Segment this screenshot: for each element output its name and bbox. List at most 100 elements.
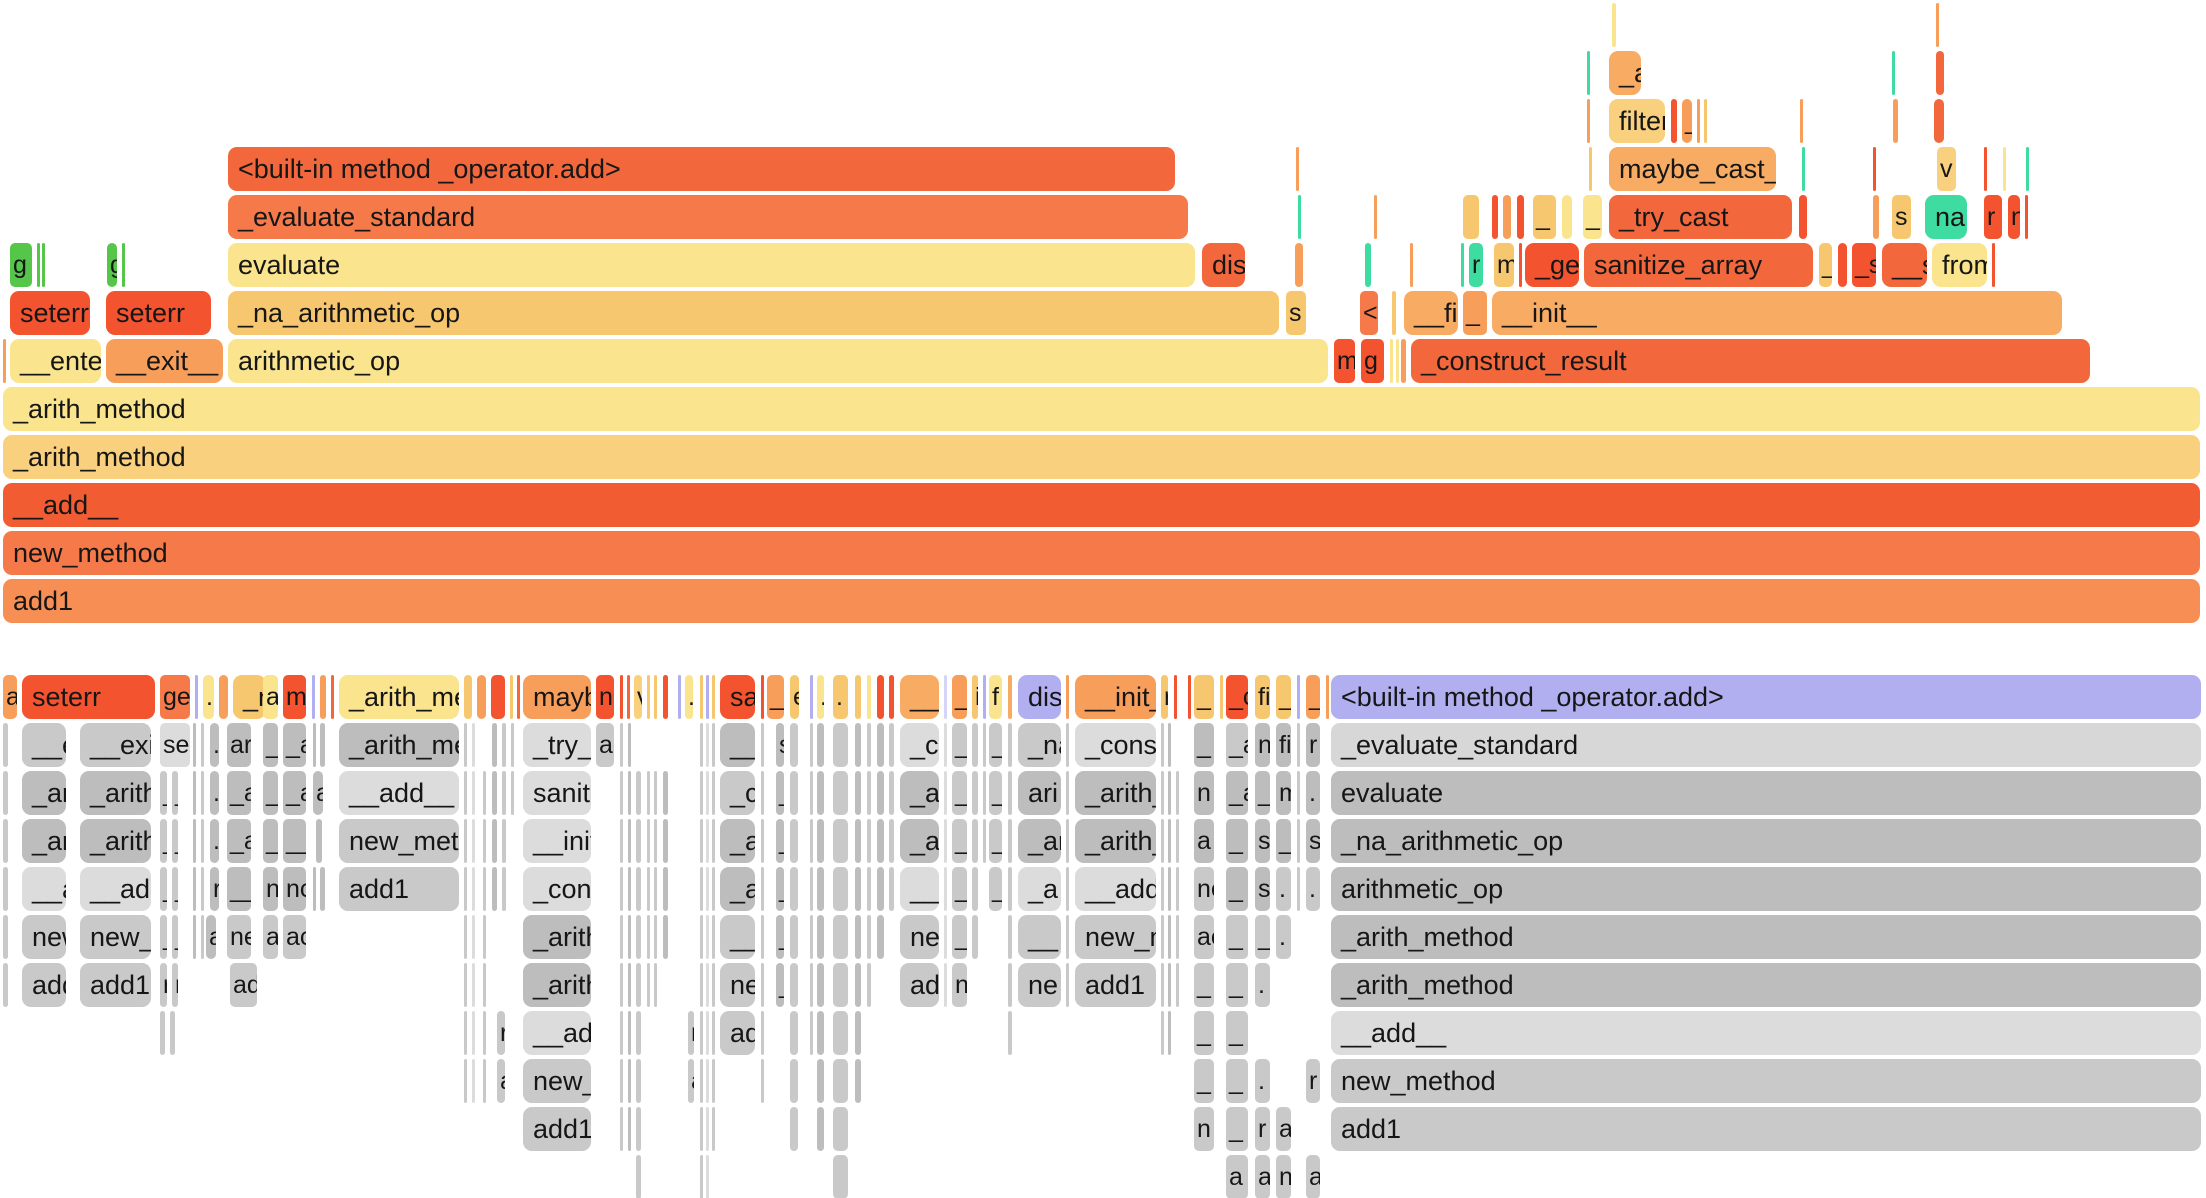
flame-tick[interactable] bbox=[855, 771, 861, 815]
flame-bar-_a[interactable]: _a bbox=[1226, 723, 1248, 767]
flame-tick[interactable] bbox=[1066, 963, 1069, 1007]
flame-tick[interactable] bbox=[1519, 243, 1522, 287]
flame-tick[interactable] bbox=[712, 1107, 715, 1151]
flame-tick[interactable] bbox=[1176, 819, 1179, 863]
flame-bar-_[interactable]: _ bbox=[263, 723, 278, 767]
flame-tick[interactable] bbox=[1390, 339, 1393, 383]
flame-bar-_construct_result[interactable]: _construct_result bbox=[1411, 339, 2090, 383]
flame-bar-__fi[interactable]: __fi bbox=[1404, 291, 1458, 335]
flame-tick[interactable] bbox=[790, 963, 798, 1007]
flame-tick[interactable] bbox=[3, 771, 8, 815]
flame-tick[interactable] bbox=[502, 867, 506, 911]
flame-tick[interactable] bbox=[810, 963, 813, 1007]
flame-tick[interactable] bbox=[1873, 195, 1879, 239]
flame-tick[interactable] bbox=[502, 819, 506, 863]
flame-tick[interactable] bbox=[817, 1059, 824, 1103]
flame-bar-a[interactable]: a bbox=[263, 675, 278, 719]
flame-tick[interactable] bbox=[1161, 1011, 1164, 1055]
flame-tick[interactable] bbox=[877, 867, 884, 911]
flame-bar-__a[interactable]: __a bbox=[900, 867, 939, 911]
flame-bar-nc[interactable]: nc bbox=[283, 867, 306, 911]
flame-bar-r[interactable]: r bbox=[1469, 243, 1483, 287]
flame-bar-fi[interactable]: fi bbox=[1255, 675, 1270, 719]
flame-tick[interactable] bbox=[654, 963, 657, 1007]
flame-tick[interactable] bbox=[472, 1011, 475, 1055]
flame-bar-se[interactable]: se bbox=[160, 723, 190, 767]
flame-bar-m[interactable]: m bbox=[1494, 243, 1514, 287]
flame-tick[interactable] bbox=[712, 963, 715, 1007]
flame-bar-_arith_[interactable]: _arith_ bbox=[1075, 771, 1156, 815]
flame-bar-__add__[interactable]: __add__ bbox=[339, 771, 459, 815]
flame-tick[interactable] bbox=[219, 675, 228, 719]
flame-tick[interactable] bbox=[972, 771, 978, 815]
flame-tick[interactable] bbox=[491, 675, 505, 719]
flame-bar-a[interactable]: a bbox=[3, 675, 17, 719]
flame-bar-r[interactable]: r bbox=[1984, 195, 2002, 239]
flame-bar-ad[interactable]: ad bbox=[720, 1011, 755, 1055]
flame-tick[interactable] bbox=[663, 771, 668, 815]
flame-tick[interactable] bbox=[663, 915, 668, 959]
flame-tick[interactable] bbox=[855, 915, 861, 959]
flame-bar-add1[interactable]: add1 bbox=[523, 1107, 591, 1151]
flame-tick[interactable] bbox=[472, 723, 475, 767]
flame-tick[interactable] bbox=[1612, 3, 1616, 47]
flame-tick[interactable] bbox=[1298, 195, 1301, 239]
flame-tick[interactable] bbox=[944, 819, 947, 863]
flame-tick[interactable] bbox=[790, 771, 798, 815]
flame-tick[interactable] bbox=[201, 819, 204, 863]
flame-bar-_[interactable]: _ bbox=[172, 819, 178, 863]
flame-tick[interactable] bbox=[627, 675, 630, 719]
flame-tick[interactable] bbox=[160, 1011, 165, 1055]
flame-tick[interactable] bbox=[663, 867, 668, 911]
flame-tick[interactable] bbox=[170, 1011, 175, 1055]
flame-bar-maybe[interactable]: maybe bbox=[523, 675, 591, 719]
flame-bar-s[interactable]: s bbox=[1255, 867, 1270, 911]
flame-bar-_cons[interactable]: _cons bbox=[523, 867, 591, 911]
flame-tick[interactable] bbox=[810, 819, 813, 863]
flame-tick[interactable] bbox=[492, 867, 497, 911]
flame-bar-__[interactable]: __ bbox=[720, 723, 755, 767]
flame-bar-arithmetic_op[interactable]: arithmetic_op bbox=[228, 339, 1328, 383]
flame-tick[interactable] bbox=[867, 723, 871, 767]
flame-tick[interactable] bbox=[201, 867, 204, 911]
flame-tick[interactable] bbox=[1168, 915, 1171, 959]
flame-tick[interactable] bbox=[636, 819, 641, 863]
flame-tick[interactable] bbox=[1984, 147, 1987, 191]
flame-bar-add1[interactable]: add1 bbox=[80, 963, 151, 1007]
flame-bar-sanitize_array[interactable]: sanitize_array bbox=[1584, 243, 1813, 287]
flame-tick[interactable] bbox=[647, 963, 650, 1007]
flame-tick[interactable] bbox=[193, 771, 196, 815]
flame-tick[interactable] bbox=[700, 963, 703, 1007]
flame-tick[interactable] bbox=[628, 963, 631, 1007]
flame-bar-a[interactable]: a bbox=[497, 1059, 505, 1103]
flame-tick[interactable] bbox=[3, 723, 8, 767]
flame-tick[interactable] bbox=[700, 723, 703, 767]
flame-tick[interactable] bbox=[483, 1011, 486, 1055]
flame-bar--[interactable]: . bbox=[833, 675, 848, 719]
flame-bar-ge[interactable]: ge bbox=[160, 675, 190, 719]
flame-tick[interactable] bbox=[855, 675, 861, 719]
flame-tick[interactable] bbox=[761, 771, 764, 815]
flame-bar--[interactable]: . bbox=[203, 675, 214, 719]
flame-tick[interactable] bbox=[810, 771, 813, 815]
flame-tick[interactable] bbox=[464, 771, 467, 815]
flame-bar-_[interactable]: _ bbox=[160, 819, 167, 863]
flame-bar--[interactable]: . bbox=[210, 771, 219, 815]
flame-tick[interactable] bbox=[620, 915, 623, 959]
flame-tick[interactable] bbox=[1297, 675, 1300, 719]
flame-tick[interactable] bbox=[1161, 867, 1164, 911]
flame-tick[interactable] bbox=[1168, 819, 1171, 863]
flame-tick[interactable] bbox=[1800, 99, 1803, 143]
flame-tick[interactable] bbox=[654, 771, 657, 815]
flame-bar-_arith_[interactable]: _arith_ bbox=[80, 771, 151, 815]
flame-tick[interactable] bbox=[2003, 147, 2006, 191]
flame-tick[interactable] bbox=[700, 867, 703, 911]
flame-tick[interactable] bbox=[833, 963, 848, 1007]
flame-tick[interactable] bbox=[1326, 675, 1329, 719]
flame-bar-_na_arithmetic_op[interactable]: _na_arithmetic_op bbox=[1331, 819, 2201, 863]
flame-tick[interactable] bbox=[855, 1011, 861, 1055]
flame-tick[interactable] bbox=[483, 963, 486, 1007]
flame-bar-ne[interactable]: ne bbox=[720, 963, 755, 1007]
flame-bar-_ar[interactable]: _ar bbox=[1018, 819, 1061, 863]
flame-tick[interactable] bbox=[472, 771, 475, 815]
